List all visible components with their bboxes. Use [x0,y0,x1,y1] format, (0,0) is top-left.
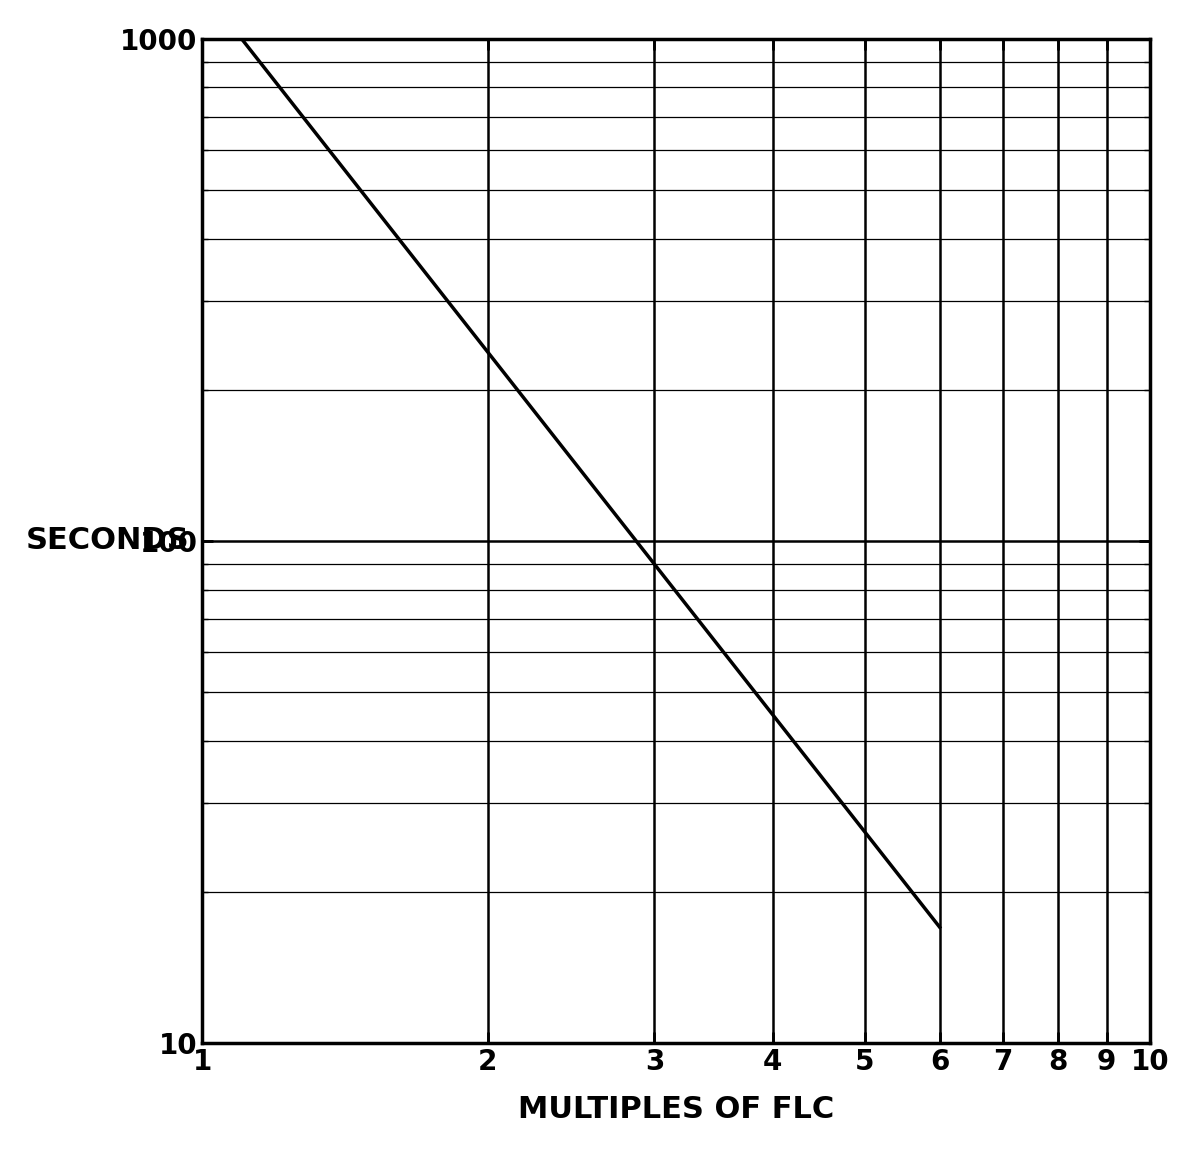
X-axis label: MULTIPLES OF FLC: MULTIPLES OF FLC [518,1096,834,1124]
Y-axis label: SECONDS: SECONDS [26,526,189,555]
